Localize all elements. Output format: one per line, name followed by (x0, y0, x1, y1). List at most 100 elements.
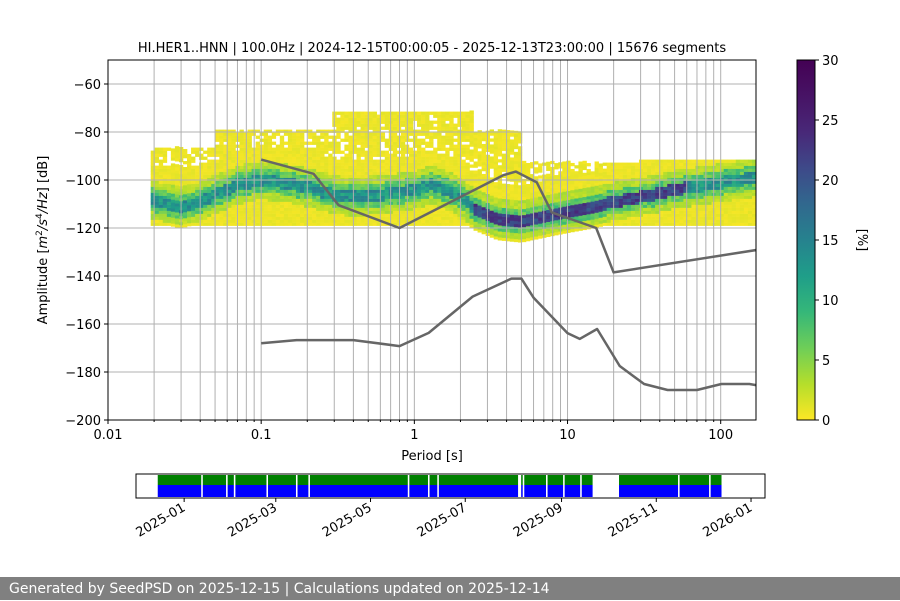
heatmap-cell (735, 180, 741, 184)
heatmap-cell (219, 135, 224, 139)
heatmap-cell (271, 168, 277, 172)
heatmap-cell (429, 111, 434, 115)
heatmap-cell (643, 177, 648, 181)
heatmap-cell (231, 198, 236, 202)
heatmap-cell (570, 171, 575, 176)
heatmap-cell (356, 192, 361, 196)
heatmap-cell (239, 171, 244, 175)
heatmap-cell (691, 213, 696, 217)
heatmap-cell (675, 165, 680, 169)
heatmap-cell (679, 219, 684, 223)
heatmap-cell (154, 195, 160, 199)
heatmap-cell (348, 213, 353, 217)
heatmap-cell (582, 190, 587, 195)
heatmap-cell (408, 222, 414, 226)
heatmap-cell (211, 195, 216, 199)
heatmap-cell (671, 207, 676, 211)
heatmap-cell (255, 153, 260, 157)
heatmap-cell (255, 216, 260, 220)
heatmap-cell (542, 234, 547, 238)
heatmap-cell (174, 185, 180, 189)
heatmap-cell (203, 150, 208, 154)
heatmap-cell (622, 207, 628, 211)
heatmap-cell (530, 198, 535, 202)
heatmap-cell (150, 177, 156, 181)
heatmap-cell (578, 218, 583, 222)
heatmap-cell (279, 180, 285, 184)
heatmap-cell (154, 192, 160, 196)
heatmap-cell (634, 189, 640, 193)
heatmap-cell (417, 156, 422, 160)
heatmap-cell (667, 180, 672, 184)
heatmap-cell (671, 183, 676, 187)
heatmap-cell (312, 198, 317, 202)
heatmap-cell (223, 186, 228, 190)
heatmap-cell (304, 213, 309, 217)
heatmap-cell (441, 174, 446, 178)
heatmap-cell (663, 219, 668, 223)
heatmap-cell (295, 156, 301, 160)
heatmap-cell (699, 204, 704, 208)
heatmap-cell (602, 174, 607, 178)
heatmap-cell (392, 138, 398, 142)
heatmap-cell (574, 213, 579, 217)
heatmap-cell (513, 160, 519, 165)
heatmap-cell (421, 219, 426, 223)
heatmap-cell (618, 210, 624, 214)
heatmap-cell (263, 201, 269, 205)
heatmap-cell (582, 160, 587, 165)
heatmap-cell (651, 189, 656, 193)
heatmap-cell (304, 180, 309, 184)
heatmap-cell (473, 134, 478, 138)
heatmap-cell (243, 180, 248, 184)
heatmap-cell (647, 195, 652, 199)
heatmap-cell (215, 150, 220, 154)
heatmap-cell (263, 213, 269, 217)
heatmap-cell (441, 120, 446, 124)
heatmap-cell (287, 183, 293, 187)
heatmap-cell (731, 204, 737, 208)
heatmap-cell (384, 204, 390, 208)
heatmap-cell (695, 171, 700, 175)
heatmap-cell (509, 193, 515, 197)
heatmap-cell (465, 123, 470, 127)
heatmap-cell (457, 123, 462, 127)
heatmap-cell (509, 190, 515, 194)
heatmap-cell (683, 186, 688, 190)
heatmap-cell (513, 142, 519, 147)
heatmap-cell (211, 189, 216, 193)
heatmap-cell (727, 174, 733, 178)
heatmap-cell (671, 165, 676, 169)
heatmap-cell (727, 183, 733, 187)
heatmap-cell (308, 189, 313, 193)
heatmap-cell (630, 216, 636, 220)
heatmap-cell (501, 231, 507, 235)
heatmap-cell (413, 207, 418, 211)
heatmap-cell (400, 195, 406, 199)
heatmap-cell (477, 223, 482, 227)
heatmap-cell (247, 147, 252, 151)
heatmap-cell (638, 168, 644, 172)
heatmap-cell (421, 141, 426, 145)
heatmap-cell (158, 192, 164, 196)
heatmap-cell (392, 189, 398, 193)
heatmap-cell (243, 192, 248, 196)
heatmap-cell (562, 182, 567, 186)
y-tick-label: −60 (74, 78, 101, 93)
heatmap-cell (453, 129, 458, 133)
heatmap-cell (667, 219, 672, 223)
heatmap-cell (219, 201, 224, 205)
heatmap-cell (267, 189, 273, 193)
heatmap-cell (364, 159, 369, 163)
heatmap-cell (195, 147, 200, 151)
heatmap-cell (731, 186, 737, 190)
heatmap-cell (267, 204, 273, 208)
heatmap-cell (505, 148, 511, 152)
heatmap-cell (336, 216, 341, 220)
heatmap-cell (162, 156, 168, 160)
heatmap-cell (231, 192, 236, 196)
heatmap-cell (372, 171, 377, 175)
heatmap-cell (227, 216, 232, 220)
heatmap-cell (170, 154, 176, 158)
heatmap-cell (271, 147, 277, 151)
